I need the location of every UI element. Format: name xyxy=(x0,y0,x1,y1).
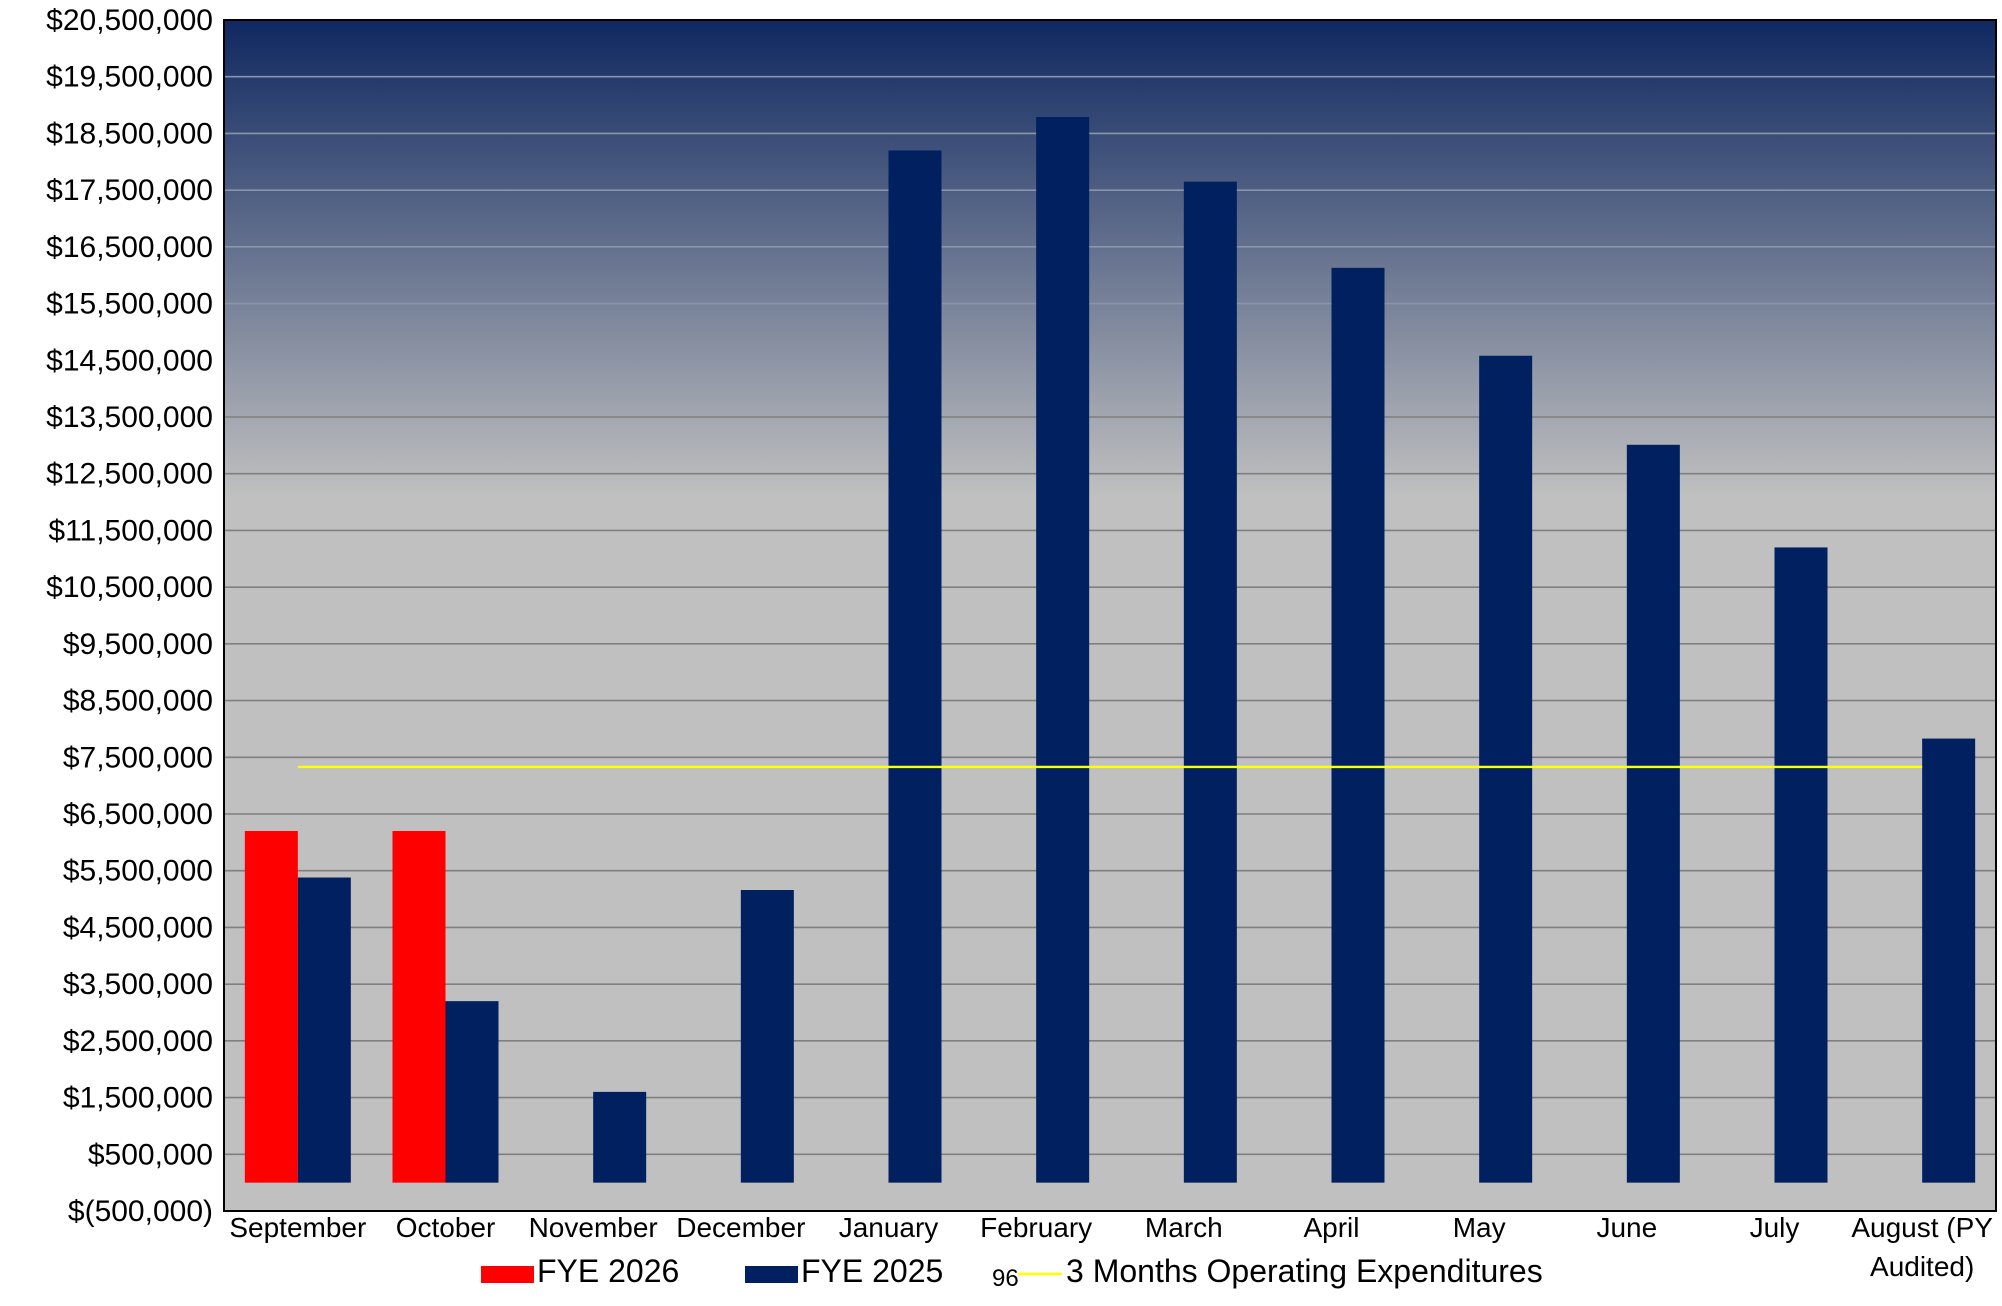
y-tick-label: $4,500,000 xyxy=(63,911,213,944)
x-tick-label: June xyxy=(1596,1212,1657,1243)
y-tick-label: $19,500,000 xyxy=(46,61,213,94)
bar-fye2025-august-py-audited xyxy=(1922,738,1976,1183)
x-tick-label: January xyxy=(839,1212,939,1243)
bars xyxy=(244,116,1976,1183)
y-tick-label: $9,500,000 xyxy=(63,628,213,661)
y-tick-label: $16,500,000 xyxy=(46,231,213,264)
bar-fye2025-october xyxy=(445,1001,499,1183)
gridlines xyxy=(224,75,1996,1156)
bar-fye2025-september xyxy=(297,877,351,1183)
y-tick-label: $2,500,000 xyxy=(63,1025,213,1058)
x-tick-label: November xyxy=(529,1212,658,1243)
legend-fye2026-swatch xyxy=(481,1266,534,1283)
y-tick-label: $6,500,000 xyxy=(63,798,213,831)
bar-fye2025-may xyxy=(1479,355,1533,1183)
bar-fye2025-june xyxy=(1626,444,1680,1183)
bar-fye2025-march xyxy=(1183,181,1237,1183)
bar-fye2026-october xyxy=(392,831,446,1183)
bar-fye2025-january xyxy=(888,150,942,1183)
y-tick-label: $11,500,000 xyxy=(48,514,213,547)
y-tick-label: $15,500,000 xyxy=(46,288,213,321)
y-tick-label: $10,500,000 xyxy=(46,571,213,604)
bar-fye2025-july xyxy=(1774,547,1828,1183)
y-tick-label: $8,500,000 xyxy=(63,685,213,718)
x-tick-label: February xyxy=(980,1212,1092,1243)
x-tick-label: March xyxy=(1145,1212,1223,1243)
y-axis-ticks: $20,500,000 $19,500,000 $18,500,000 $17,500… xyxy=(46,4,213,1228)
y-tick-label: $17,500,000 xyxy=(46,174,213,207)
y-tick-label: $14,500,000 xyxy=(46,344,213,377)
y-tick-label: $5,500,000 xyxy=(63,855,213,888)
x-tick-label: October xyxy=(396,1212,496,1243)
x-tick-label: December xyxy=(676,1212,805,1243)
y-tick-label: $500,000 xyxy=(88,1138,213,1171)
legend-fye2025-label: FYE 2025 xyxy=(801,1253,943,1289)
plot-border xyxy=(223,19,1997,1212)
legend-fye2025-swatch xyxy=(745,1266,798,1283)
bar-fye2025-april xyxy=(1331,267,1385,1183)
y-tick-label: $13,500,000 xyxy=(46,401,213,434)
x-tick-label: April xyxy=(1303,1212,1359,1243)
legend-reference-marker-text: 96 xyxy=(992,1265,1019,1292)
x-axis-ticks: September October November December January F… xyxy=(229,1212,1993,1282)
bar-fye2025-february xyxy=(1036,116,1090,1183)
legend-reference-line-label: 3 Months Operating Expenditures xyxy=(1066,1253,1543,1289)
y-tick-label: $1,500,000 xyxy=(63,1082,213,1115)
bar-fye2025-november xyxy=(593,1091,647,1183)
x-tick-label: August (PY Audited) xyxy=(1851,1212,1993,1282)
y-tick-label: $12,500,000 xyxy=(46,458,213,491)
legend-fye2026-label: FYE 2026 xyxy=(537,1253,679,1289)
plot-area xyxy=(224,20,1996,1211)
y-tick-label: $18,500,000 xyxy=(46,117,213,150)
y-tick-label: $(500,000) xyxy=(68,1195,213,1228)
x-tick-label: May xyxy=(1453,1212,1506,1243)
x-tick-label: September xyxy=(229,1212,366,1243)
y-tick-label: $7,500,000 xyxy=(63,741,213,774)
y-tick-label: $20,500,000 xyxy=(46,4,213,37)
bar-fye2025-december xyxy=(740,889,794,1183)
x-tick-label: July xyxy=(1750,1212,1800,1243)
legend: FYE 2026 FYE 2025 96 3 Months Operating Exp… xyxy=(481,1253,1543,1292)
bar-fye2026-september xyxy=(244,831,298,1183)
y-tick-label: $3,500,000 xyxy=(63,968,213,1001)
